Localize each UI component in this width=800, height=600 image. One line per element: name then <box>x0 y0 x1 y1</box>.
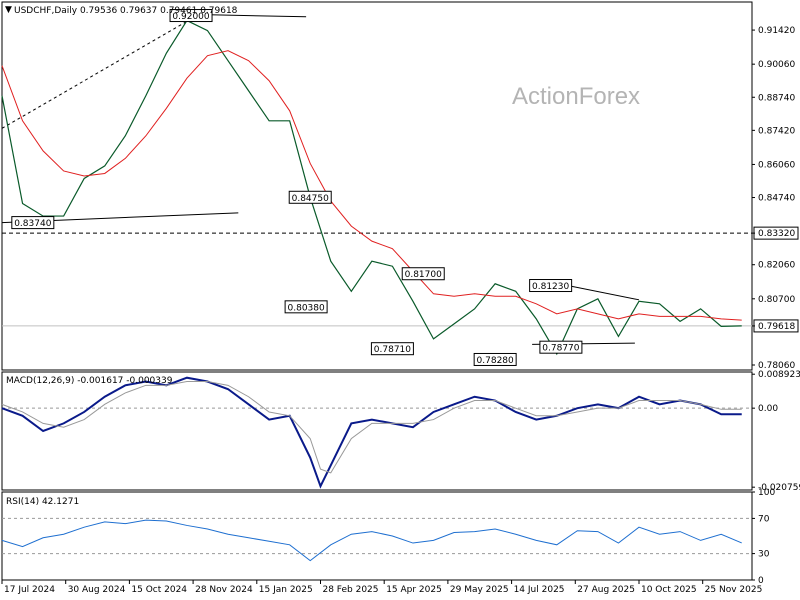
price-series <box>1 19 742 356</box>
macd-label: MACD(12,26,9) -0.001617 -0.000339 <box>6 376 173 386</box>
annotation-label-2: 0.84750 <box>292 194 329 204</box>
watermark: ActionForex <box>512 83 640 110</box>
rsi-level-lines <box>2 517 752 555</box>
panel-frame-0 <box>1 1 753 371</box>
y-tick-label-7: 0.82060 <box>758 261 795 271</box>
price-y-axis: 0.91420 0.90060 0.88740 0.87420 0.86060 0.847… <box>752 26 799 371</box>
y-tick-label-10: 0.78060 <box>758 361 795 371</box>
macd-y-tick-label-0: 0.008923 <box>758 370 800 380</box>
annotation-box-7 <box>529 279 573 293</box>
annotation-box-1 <box>11 216 55 230</box>
rsi-label: RSI(14) 42.1271 <box>6 497 79 507</box>
x-tick-label-1: 30 Aug 2024 <box>68 585 126 595</box>
macd-y-axis: 0.008923 0.00 -0.020759 <box>752 370 800 493</box>
rsi-y-axis: 100 70 30 0 <box>752 488 775 586</box>
annotation-label-4: 0.81700 <box>405 270 442 280</box>
rsi-series <box>1 519 742 562</box>
x-tick-label-2: 15 Oct 2024 <box>131 585 187 595</box>
macd-y-tick-label-2: -0.020759 <box>758 483 800 493</box>
y-tick-label-2: 0.88740 <box>758 93 795 103</box>
annotation-box-5 <box>370 342 414 356</box>
macd-line <box>1 376 742 489</box>
price-line <box>1 19 742 356</box>
moving-average-line <box>1 50 742 321</box>
x-tick-label-7: 29 May 2025 <box>450 585 509 595</box>
panel-frame-1 <box>1 371 753 491</box>
x-tick-label-11: 25 Nov 2025 <box>705 585 763 595</box>
annotation-label-0: 0.92000 <box>172 12 209 22</box>
rsi-y-tick-label-1: 70 <box>758 514 770 524</box>
macd-y-tick-label-1: 0.00 <box>758 404 778 414</box>
macd-series <box>1 376 742 489</box>
symbol-dropdown-icon[interactable]: ▼ <box>5 5 12 15</box>
price-annotations: 0.92000 0.83740 0.84750 0.80380 0.81700 0.787… <box>11 9 583 366</box>
annotation-label-5: 0.78710 <box>374 345 411 355</box>
annotation-label-1: 0.83740 <box>14 219 51 229</box>
x-tick-label-6: 15 Apr 2025 <box>386 585 442 595</box>
rsi-line <box>1 519 742 562</box>
x-tick-label-4: 15 Jan 2025 <box>259 585 313 595</box>
y-tick-label-3: 0.87420 <box>758 126 795 136</box>
rsi-y-tick-label-0: 100 <box>758 488 775 498</box>
chart-header: USDCHF,Daily 0.79536 0.79637 0.79461 0.7… <box>14 6 238 16</box>
y-tick-label-8: 0.80700 <box>758 295 795 305</box>
x-tick-label-5: 28 Feb 2025 <box>322 585 378 595</box>
annotation-label-6: 0.78280 <box>477 356 514 366</box>
annotation-box-2 <box>288 190 332 204</box>
y-tick-label-9: 0.79618 <box>758 322 795 332</box>
annotation-box-6 <box>473 352 517 366</box>
x-tick-label-0: 17 Jul 2024 <box>4 585 55 595</box>
x-tick-label-3: 28 Nov 2024 <box>195 585 253 595</box>
y-tick-label-0: 0.91420 <box>758 26 795 36</box>
rsi-y-tick-label-2: 30 <box>758 550 770 560</box>
y-tick-label-6: 0.83320 <box>758 229 795 239</box>
price-horizontal-level <box>2 232 752 327</box>
macd-signal-line <box>1 381 742 474</box>
x-tick-label-8: 14 Jul 2025 <box>514 585 565 595</box>
annotation-box-8 <box>539 340 583 354</box>
annotation-label-7: 0.81230 <box>532 282 569 292</box>
trendline-2 <box>1 11 204 129</box>
y-tick-label-4: 0.86060 <box>758 160 795 170</box>
annotation-label-8: 0.78770 <box>542 344 579 354</box>
y-tick-label-5: 0.84740 <box>758 194 795 204</box>
rsi-y-tick-label-3: 0 <box>758 576 764 586</box>
annotation-box-4 <box>401 267 445 281</box>
x-tick-label-9: 27 Aug 2025 <box>577 585 635 595</box>
panel-frame-2 <box>1 491 753 581</box>
annotation-box-3 <box>284 300 328 314</box>
x-axis: 17 Jul 2024 30 Aug 2024 15 Oct 2024 28 Nov … <box>1 580 763 595</box>
annotation-box-0 <box>169 9 213 23</box>
x-tick-label-10: 10 Oct 2025 <box>641 585 697 595</box>
y-tick-label-1: 0.90060 <box>758 60 795 70</box>
annotation-label-3: 0.80380 <box>288 303 325 313</box>
